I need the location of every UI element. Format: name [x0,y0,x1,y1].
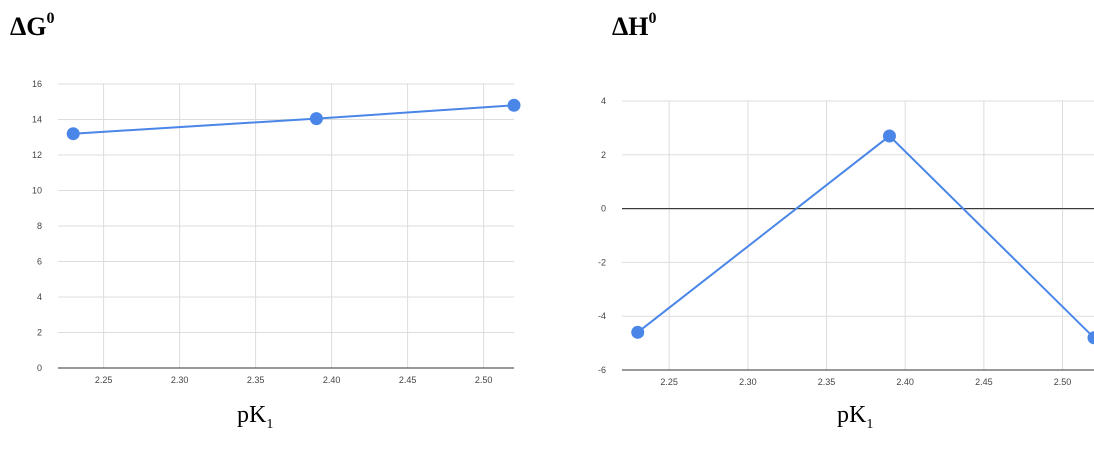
chart-title-dg-main: ΔG [10,12,47,41]
dg-data-point-0 [66,127,80,141]
chart-title-dg: ΔG0 [10,10,55,42]
dg-x-tick-label-2: 2.35 [247,375,265,385]
dh-y-tick-label-5: 4 [601,96,606,106]
dg-y-tick-label-5: 10 [32,186,42,196]
dh-y-tick-label-4: 2 [601,150,606,160]
dh-x-tick-label-4: 2.45 [975,377,993,387]
chart-title-dg-sup: 0 [46,10,55,28]
dg-y-tick-label-1: 2 [37,328,42,338]
dg-x-tick-label-3: 2.40 [323,375,341,385]
x-axis-label-dg-sub: 1 [266,416,274,432]
dh-x-tick-label-0: 2.25 [660,377,678,387]
dg-y-tick-label-4: 8 [37,221,42,231]
dh-y-tick-label-2: -2 [598,257,606,267]
dh-x-tick-label-1: 2.30 [739,377,757,387]
x-axis-label-dg: pK1 [237,402,273,433]
dg-x-tick-label-4: 2.45 [399,375,417,385]
dh-data-point-1 [882,129,896,143]
dg-y-tick-label-8: 16 [32,79,42,89]
dg-y-tick-label-0: 0 [37,363,42,373]
dg-y-tick-label-3: 6 [37,257,42,267]
dh-x-tick-label-2: 2.35 [818,377,836,387]
dg-y-tick-label-7: 14 [32,115,42,125]
dg-data-point-1 [309,112,323,126]
chart-title-dh-main: ΔH [612,12,649,41]
dh-y-tick-label-3: 0 [601,204,606,214]
dh-x-tick-label-3: 2.40 [896,377,914,387]
chart-title-dh: ΔH0 [612,10,657,42]
x-axis-label-dh: pK1 [837,402,873,433]
dg-x-tick-label-0: 2.25 [95,375,113,385]
dh-y-tick-label-1: -4 [598,311,606,321]
dh-x-tick-label-5: 2.50 [1054,377,1072,387]
dg-y-tick-label-6: 12 [32,150,42,160]
dg-y-tick-label-2: 4 [37,292,42,302]
x-axis-label-dh-main: pK [837,402,867,428]
dg-data-point-2 [507,98,521,112]
dh-series-line-0 [637,134,1094,339]
dg-x-tick-label-1: 2.30 [171,375,189,385]
chart-title-dh-sup: 0 [648,10,657,28]
x-axis-label-dg-main: pK [237,402,267,428]
dh-y-tick-label-0: -6 [598,365,606,375]
dh-data-point-0 [631,325,645,339]
dg-x-tick-label-5: 2.50 [475,375,493,385]
x-axis-label-dh-sub: 1 [866,416,874,432]
dh-data-point-2 [1087,331,1094,345]
